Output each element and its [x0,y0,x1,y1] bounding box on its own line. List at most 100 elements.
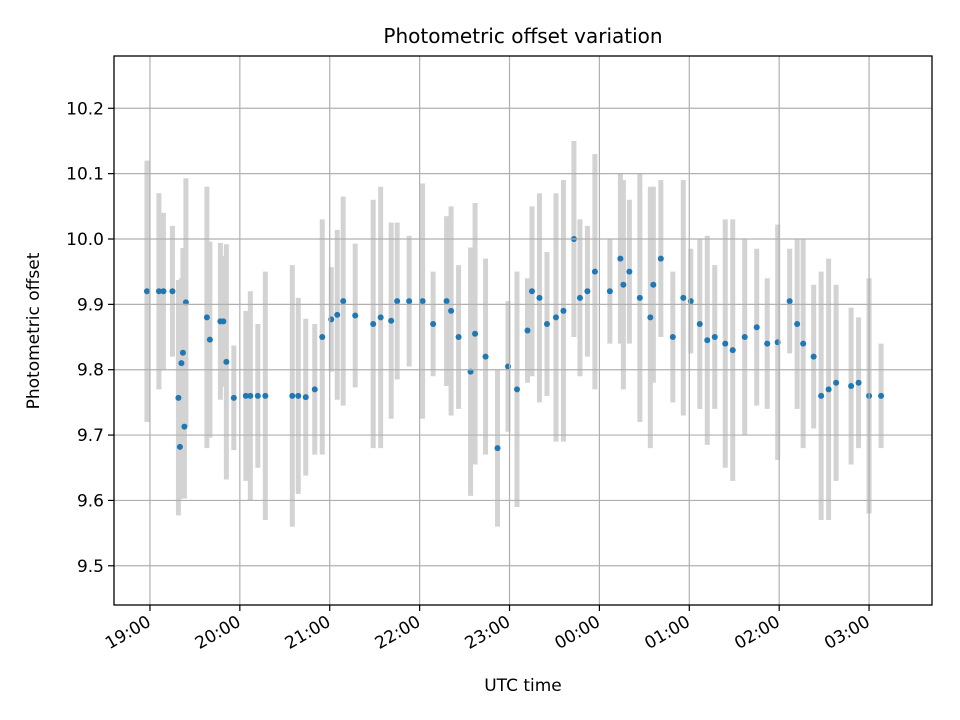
data-point [647,314,654,321]
data-point [155,288,162,295]
data-point [455,334,462,341]
data-point [311,386,318,393]
data-point [818,392,825,399]
data-point [169,288,176,295]
data-point [181,423,188,430]
data-point [230,394,237,401]
y-tick-label: 10.2 [66,99,104,119]
data-point [254,392,261,399]
data-point [247,392,254,399]
data-point [302,394,309,401]
data-point [178,360,185,367]
data-point [524,327,531,334]
x-axis-title: UTC time [484,676,562,696]
x-tick-label: 03:00 [821,612,873,654]
data-point [482,353,489,360]
data-point [430,320,437,327]
data-point [514,386,521,393]
data-point [617,255,624,262]
grid-layer [114,56,932,605]
data-point [352,312,359,319]
data-point [203,314,210,321]
data-point [620,281,627,288]
data-point [406,298,413,305]
y-tick-label: 9.8 [77,361,104,381]
data-point [289,392,296,399]
y-axis: 9.5 9.6 9.7 9.8 9.9 10.0 10.1 10.2 [66,99,114,577]
data-point [657,255,664,262]
data-point [794,320,801,327]
data-point [800,340,807,347]
data-point [848,383,855,390]
data-point [340,298,347,305]
data-point [242,392,249,399]
data-point [179,349,186,356]
data-point [650,281,657,288]
x-tick-label: 19:00 [102,612,154,654]
data-point [878,392,885,399]
data-point [394,298,401,305]
data-point [584,288,591,295]
data-point [223,358,230,365]
data-point [160,288,167,295]
data-point [262,392,269,399]
data-point [560,307,567,314]
data-point [741,334,748,341]
data-point [472,330,479,337]
data-point [494,445,501,452]
data-point [680,294,687,301]
x-tick-label: 02:00 [731,612,783,654]
data-point [687,298,694,305]
y-tick-label: 9.6 [77,491,104,511]
data-point [319,334,326,341]
data-point [696,320,703,327]
x-tick-label: 22:00 [372,612,424,654]
errorbar-layer [144,140,884,527]
data-point [825,386,832,393]
data-point-layer [143,236,885,452]
data-point [370,320,377,327]
data-point [636,294,643,301]
data-point [175,394,182,401]
y-tick-label: 9.5 [77,557,104,577]
plot-frame [113,55,933,606]
data-point [388,317,395,324]
data-point [753,324,760,331]
data-point [786,298,793,305]
y-tick-label: 9.9 [77,295,104,315]
data-point [536,294,543,301]
data-point [729,347,736,354]
y-tick-label: 9.7 [77,426,104,446]
x-tick-label: 20:00 [192,612,244,654]
data-point [206,336,213,343]
data-point [377,314,384,321]
data-point [722,340,729,347]
data-point [443,298,450,305]
y-tick-label: 10.0 [66,230,104,250]
y-axis-title: Photometric offset [24,252,44,409]
data-point [328,316,335,323]
data-point [176,443,183,450]
x-tick-label: 00:00 [551,612,603,654]
data-point [543,320,550,327]
data-point [552,314,559,321]
data-point [774,339,781,346]
data-point [606,288,613,295]
data-point [669,334,676,341]
data-point [528,288,535,295]
chart-title: Photometric offset variation [383,24,662,48]
data-point [764,340,771,347]
data-point [295,392,302,399]
data-point [591,268,598,275]
x-tick-label: 23:00 [462,612,514,654]
data-point [810,353,817,360]
data-point [855,379,862,386]
data-point [220,318,227,325]
x-tick-label: 21:00 [282,612,334,654]
x-tick-label: 01:00 [641,612,693,654]
data-point [143,288,150,295]
data-point [505,363,512,370]
data-point [334,311,341,318]
data-point [711,334,718,341]
